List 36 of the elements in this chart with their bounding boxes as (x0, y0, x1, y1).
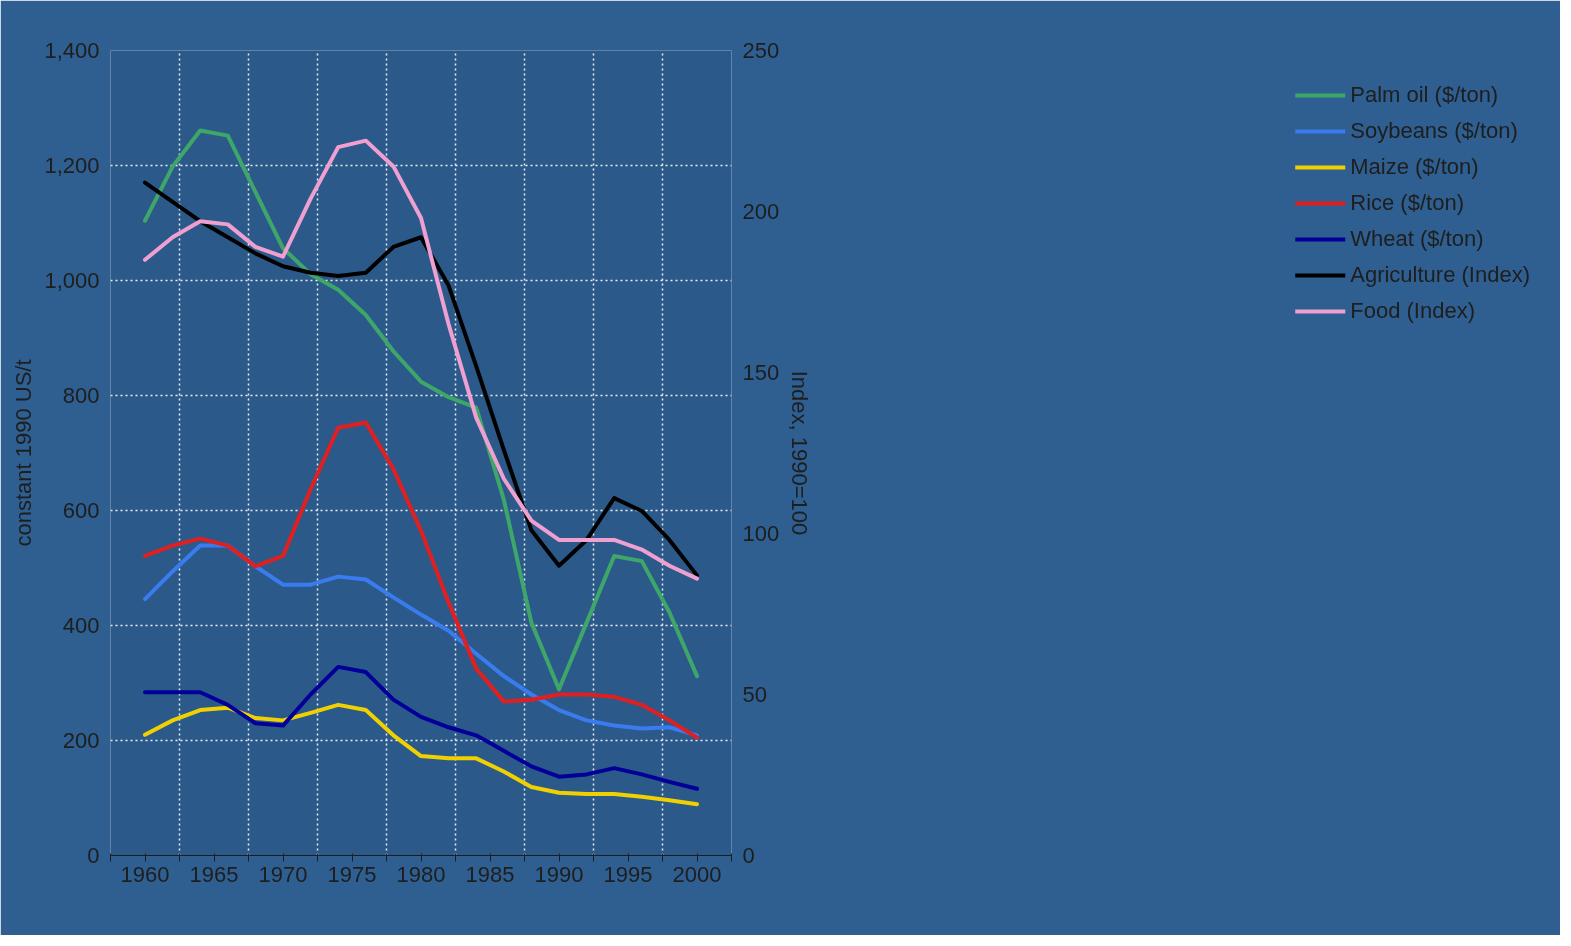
x-tick-label: 2000 (672, 861, 722, 887)
y-tick-label: 200 (62, 728, 100, 753)
legend-label: Wheat ($/ton) (1350, 225, 1484, 253)
y2-tick-label: 0 (742, 843, 755, 868)
y-tick-label: 1,200 (44, 153, 100, 178)
y2-tick-label: 200 (742, 199, 780, 224)
y2-tick-label: 100 (742, 521, 780, 546)
x-tick-label: 1960 (120, 861, 170, 887)
legend-label: Maize ($/ton) (1350, 153, 1479, 181)
y-tick-label: 400 (62, 613, 100, 638)
y-tick-label: 1,000 (44, 268, 100, 293)
x-tick-label: 1980 (396, 861, 446, 887)
line-series (143, 702, 699, 807)
legend-label: Rice ($/ton) (1350, 189, 1464, 217)
line-series (143, 664, 699, 791)
legend-label: Soybeans ($/ton) (1350, 117, 1518, 145)
legend-label: Agriculture (Index) (1350, 261, 1530, 289)
y2-axis-title: Index, 1990=100 (787, 370, 813, 536)
y-tick-label: 1,400 (44, 38, 100, 63)
legend-label: Food (Index) (1350, 297, 1475, 325)
x-tick-label: 1990 (534, 861, 584, 887)
legend-label: Palm oil ($/ton) (1350, 81, 1499, 109)
x-tick-label: 1985 (465, 861, 515, 887)
y-tick-label: 600 (62, 498, 100, 523)
y-tick-label: 800 (62, 383, 100, 408)
x-tick-label: 1975 (327, 861, 377, 887)
y2-tick-label: 50 (742, 682, 767, 707)
y-tick-label: 0 (87, 843, 100, 868)
x-tick-label: 1995 (603, 861, 653, 887)
y2-tick-label: 150 (742, 360, 780, 385)
line-series (143, 420, 699, 740)
line-series (143, 128, 699, 692)
x-tick-label: 1965 (189, 861, 239, 887)
y2-tick-label: 250 (742, 38, 780, 63)
x-tick-label: 1970 (258, 861, 308, 887)
y-axis-title: constant 1990 US/t (11, 359, 37, 547)
